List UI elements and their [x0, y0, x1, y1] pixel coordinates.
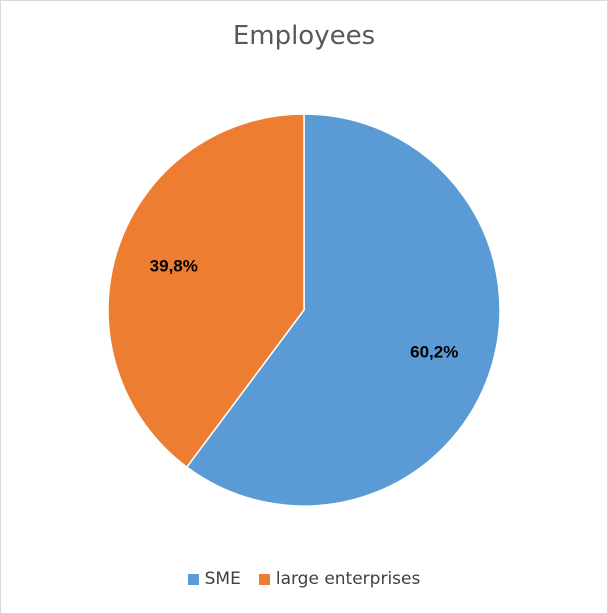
data-label-sme: 60,2% — [410, 343, 458, 362]
legend-item-sme: SME — [187, 569, 241, 589]
legend-label-large-enterprises: large enterprises — [275, 569, 421, 589]
pie-slice-sme — [185, 113, 501, 507]
legend-item-large-enterprises: large enterprises — [258, 569, 421, 589]
legend-label-sme: SME — [204, 569, 241, 589]
chart-title: Employees — [232, 21, 376, 51]
legend: SME large enterprises — [1, 569, 607, 589]
data-label-large-enterprises: 39,8% — [150, 256, 198, 275]
pie-slice-large-enterprises — [107, 113, 305, 469]
legend-swatch-large-enterprises — [258, 573, 270, 585]
legend-swatch-sme — [187, 573, 199, 585]
